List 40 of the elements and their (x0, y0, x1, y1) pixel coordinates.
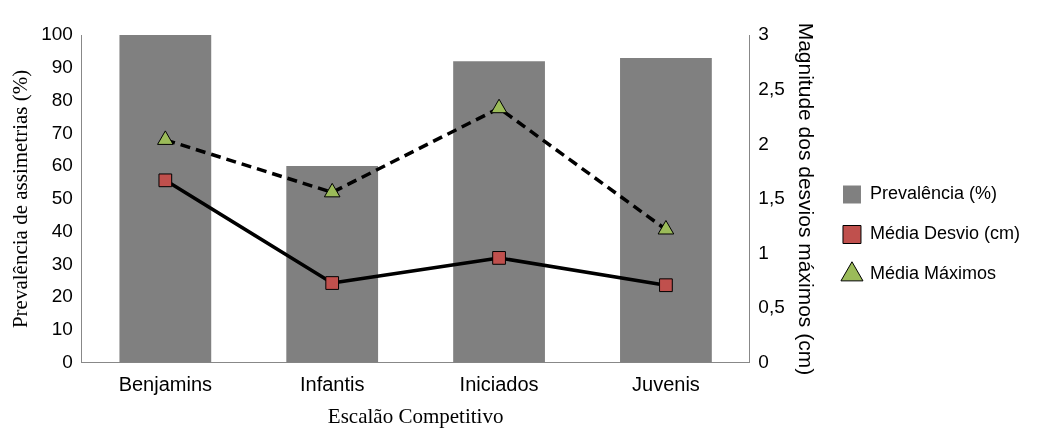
y-tick-label: 60 (51, 154, 73, 176)
point (323, 182, 341, 198)
y2-axis-title: Magnitude dos desvios máximos (cm) (794, 22, 818, 376)
y-tick-label: 20 (51, 285, 73, 307)
y2-tick-label: 2 (758, 132, 769, 154)
y-tick-label: 100 (41, 23, 73, 45)
point (158, 173, 173, 188)
point (490, 98, 508, 114)
legend-label: Média Máximos (869, 263, 997, 284)
x-tick-label: Iniciados (459, 373, 539, 396)
y2-tick-label: 2,5 (758, 77, 785, 99)
y2-tick-label: 0 (758, 351, 769, 373)
y-tick-label: 90 (51, 56, 73, 78)
x-axis-title: Escalão Competitivo (327, 403, 504, 428)
x-tick-label: Juvenis (632, 373, 700, 396)
y2-tick-label: 1,5 (758, 187, 785, 209)
y-axis-title: Prevalência de assimetrias (%) (8, 69, 33, 329)
point (659, 278, 673, 293)
bar (453, 61, 545, 363)
y-tick-label: 50 (51, 187, 73, 209)
point (657, 220, 675, 235)
x-tick-label: Benjamins (118, 373, 213, 396)
y-tick-label: 10 (51, 318, 73, 340)
point (492, 251, 506, 265)
y-tick-label: 80 (51, 88, 73, 110)
y2-tick-label: 0,5 (758, 296, 785, 318)
y2-tick-label: 1 (758, 241, 769, 263)
bar (119, 35, 212, 363)
y-tick-label: 40 (51, 219, 73, 241)
point (325, 276, 340, 290)
y2-tick-label: 3 (758, 23, 769, 45)
y-tick-label: 70 (51, 121, 73, 143)
bar (620, 57, 712, 363)
y-tick-label: 30 (51, 252, 73, 274)
point (157, 130, 174, 145)
y-tick-label: 0 (62, 351, 73, 373)
bar (286, 166, 379, 363)
x-tick-label: Infantis (299, 373, 365, 396)
legend-label: Prevalência (%) (869, 183, 998, 204)
legend-label: Média Desvio (cm) (869, 223, 1020, 244)
